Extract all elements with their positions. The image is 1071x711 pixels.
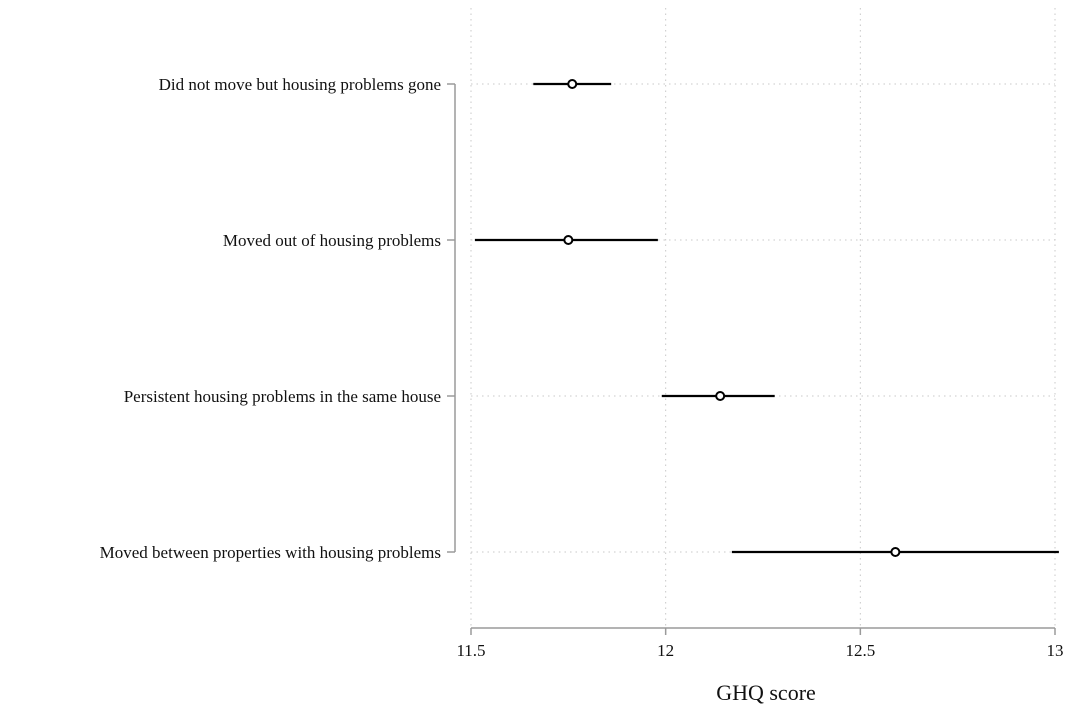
x-tick-label: 12: [657, 641, 674, 660]
x-tick-label: 13: [1047, 641, 1064, 660]
x-axis-title: GHQ score: [716, 680, 816, 705]
labels: 11.5 12 12.5 13 Did not move but housing pro…: [100, 75, 1064, 660]
point-estimates: [563, 79, 901, 557]
category-label: Did not move but housing problems gone: [159, 75, 441, 94]
x-tick-label: 12.5: [845, 641, 875, 660]
category-label: Persistent housing problems in the same …: [124, 387, 441, 406]
point-estimate: [563, 235, 574, 245]
category-label: Moved between properties with housing pr…: [100, 543, 441, 562]
point-estimate: [715, 391, 726, 401]
point-estimate: [890, 547, 901, 557]
grid-lines: [470, 8, 1056, 628]
x-tick-label: 11.5: [456, 641, 485, 660]
point-estimate: [567, 79, 578, 89]
confidence-intervals: [474, 82, 1059, 554]
axes: [447, 83, 1056, 635]
category-label: Moved out of housing problems: [223, 231, 441, 250]
